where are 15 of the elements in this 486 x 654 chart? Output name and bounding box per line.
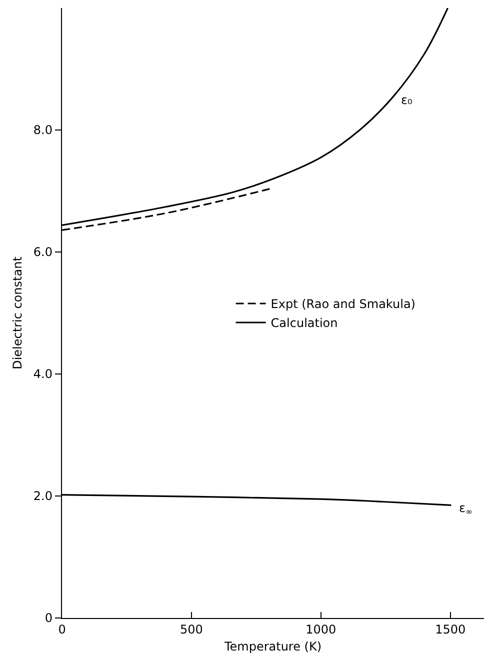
legend-label: Calculation: [270, 316, 338, 330]
legend-label: Expt (Rao and Smakula): [270, 297, 416, 312]
y-tick-label: 0: [44, 611, 52, 626]
annotation: ε$_{∞}$: [459, 501, 472, 517]
y-tick-label: 6.0: [33, 245, 52, 260]
x-tick-label: 1500: [435, 622, 466, 636]
x-axis-title: Temperature (K): [223, 639, 322, 654]
y-tick-label: 8.0: [33, 123, 52, 138]
annotation: ε₀: [401, 93, 412, 107]
y-axis-title: Dielectric constant: [10, 256, 25, 370]
y-tick-label: 4.0: [33, 367, 52, 382]
x-tick-label: 1000: [306, 622, 336, 636]
x-tick-label: 0: [58, 622, 66, 636]
x-tick-label: 500: [180, 622, 203, 636]
y-tick-label: 2.0: [33, 489, 52, 504]
